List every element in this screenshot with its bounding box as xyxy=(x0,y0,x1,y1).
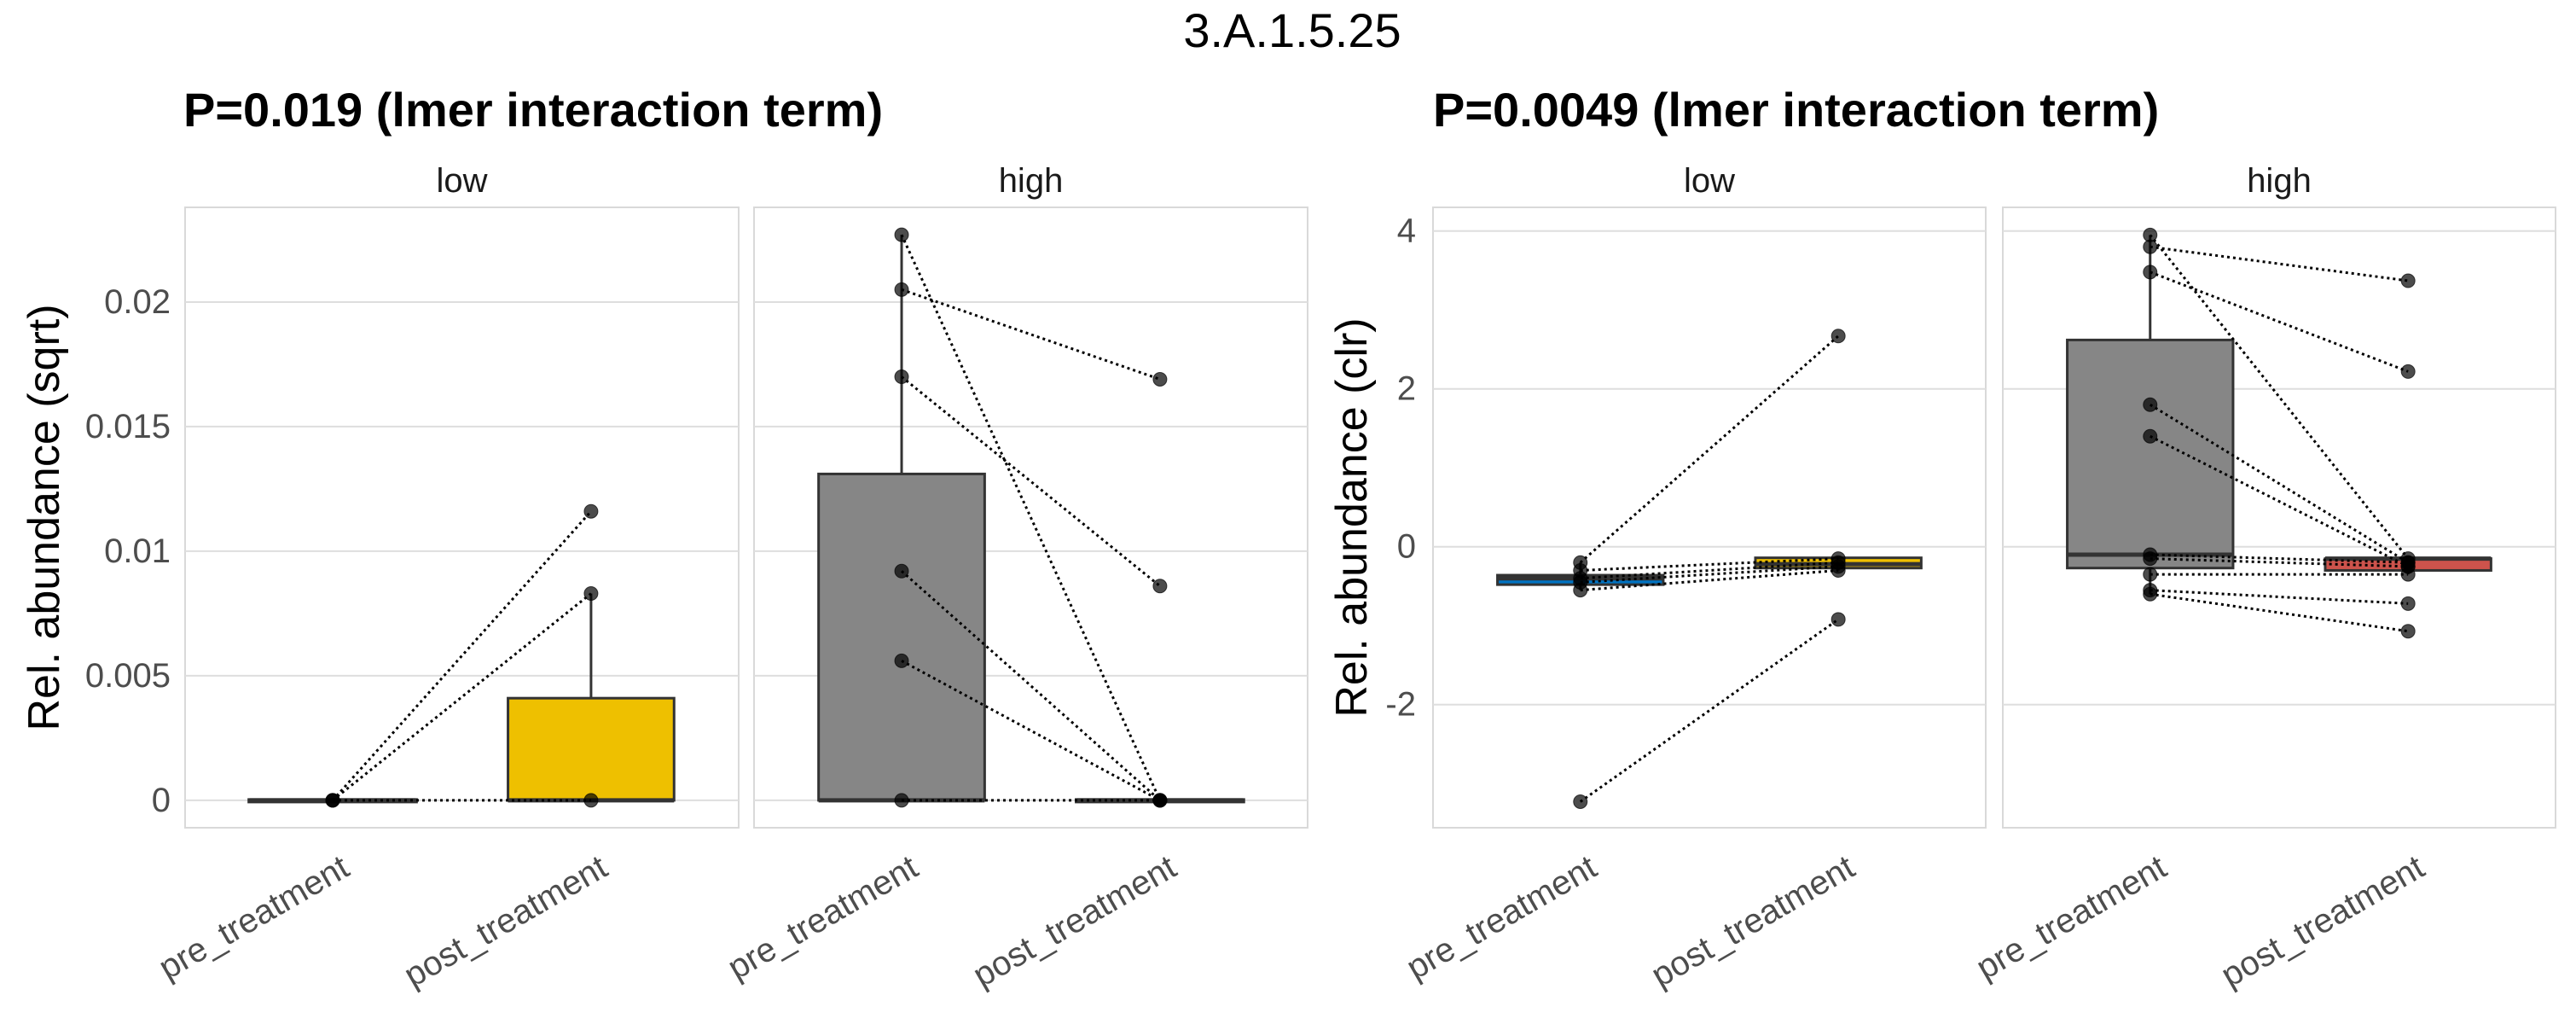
facet-low: low pre_treatment post_treatment xyxy=(1401,162,1987,995)
data-point-pre xyxy=(2143,586,2158,602)
plot-title: P=0.0049 (lmer interaction term) xyxy=(1433,83,2159,137)
data-point-post xyxy=(583,586,599,602)
paired-line xyxy=(1580,557,1839,572)
paired-line xyxy=(2150,271,2409,373)
y-tick-label: 0.02 xyxy=(104,283,171,321)
y-axis-label: Rel. abundance (clr) xyxy=(1327,317,1377,717)
y-tick-label: 0 xyxy=(1397,528,1416,566)
data-point-pre xyxy=(2143,428,2158,444)
x-tick-label: pre_treatment xyxy=(1970,848,2173,987)
data-point-pre xyxy=(894,793,909,808)
paired-line xyxy=(900,234,1162,801)
data-point-pre xyxy=(2143,551,2158,567)
facet-strip-label: high xyxy=(999,162,1064,200)
data-point-post xyxy=(583,793,599,808)
data-point-post xyxy=(583,503,599,519)
data-point-pre xyxy=(894,369,909,385)
y-tick-label: 0 xyxy=(152,782,171,819)
data-point-post xyxy=(1830,329,1846,344)
paired-line xyxy=(2149,403,2409,564)
y-tick-label: 0.005 xyxy=(85,657,171,695)
paired-line xyxy=(2150,589,2409,605)
data-point-pre xyxy=(2143,567,2158,582)
data-point-post xyxy=(2400,624,2416,639)
plots: P=0.019 (lmer interaction term) Rel. abun… xyxy=(20,83,2556,994)
data-point-pre xyxy=(325,793,340,808)
data-point-post xyxy=(1152,793,1168,808)
facet-strip-label: high xyxy=(2247,162,2312,200)
data-point-pre xyxy=(894,563,909,579)
facet-high: high pre_treatment post_treatment xyxy=(1970,162,2556,994)
data-point-post xyxy=(2400,596,2416,611)
x-tick-label: post_treatment xyxy=(2215,848,2431,995)
x-tick-label: pre_treatment xyxy=(1401,848,1604,987)
box-pre_treatment xyxy=(2066,338,2235,570)
data-point-pre xyxy=(1573,794,1588,809)
data-point-pre xyxy=(2143,397,2158,412)
data-point-post xyxy=(1152,371,1168,387)
paired-line xyxy=(1579,618,1840,803)
paired-line xyxy=(901,570,1161,802)
facet-high: high pre_treatment post_treatment xyxy=(722,162,1308,994)
data-point-pre xyxy=(2143,265,2158,280)
x-tick-label: post_treatment xyxy=(1645,848,1861,995)
data-point-pre xyxy=(894,653,909,668)
figure-title: 3.A.1.5.25 xyxy=(1183,3,1401,57)
y-axis-label: Rel. abundance (sqrt) xyxy=(20,304,69,730)
paired-line xyxy=(331,510,593,801)
facet-strip-label: low xyxy=(436,162,487,200)
x-tick-label: post_treatment xyxy=(397,848,613,995)
paired-line xyxy=(1580,568,1839,592)
paired-line xyxy=(332,592,592,802)
paired-line xyxy=(901,375,1161,587)
paired-line xyxy=(2150,553,2409,564)
paired-line xyxy=(2150,557,2409,568)
plot-1: P=0.019 (lmer interaction term) Rel. abun… xyxy=(20,83,1308,994)
box-post_treatment xyxy=(507,696,676,802)
paired-line xyxy=(1580,561,1839,580)
y-tick-label: 4 xyxy=(1397,212,1416,250)
paired-line xyxy=(2150,592,2409,633)
data-point-pre xyxy=(894,282,909,297)
data-point-post xyxy=(2400,567,2416,582)
y-tick-label: 0.015 xyxy=(85,408,171,445)
plot-title: P=0.019 (lmer interaction term) xyxy=(183,83,883,137)
x-tick-label: pre_treatment xyxy=(153,848,356,987)
data-point-post xyxy=(2400,364,2416,379)
y-tick-label: 0.01 xyxy=(104,532,171,570)
box-pre_treatment xyxy=(817,472,986,802)
facet-strip-label: low xyxy=(1684,162,1735,200)
paired-line xyxy=(1580,565,1839,584)
data-point-post xyxy=(1830,612,1846,627)
paired-line xyxy=(901,660,1161,802)
paired-line xyxy=(901,288,1161,381)
x-tick-label: post_treatment xyxy=(966,848,1182,995)
data-point-pre xyxy=(2143,239,2158,254)
data-point-post xyxy=(1830,562,1846,578)
plot-2: P=0.0049 (lmer interaction term) Rel. abu… xyxy=(1327,83,2556,994)
data-point-pre xyxy=(1573,583,1588,598)
y-tick-label: -2 xyxy=(1385,686,1416,724)
data-point-pre xyxy=(894,227,909,242)
facet-low: low pre_treatment post_treatment xyxy=(153,162,740,995)
paired-line xyxy=(2150,245,2409,282)
x-tick-label: pre_treatment xyxy=(722,848,925,987)
data-point-post xyxy=(2400,273,2416,288)
paired-line xyxy=(2150,434,2409,568)
y-tick-label: 2 xyxy=(1397,370,1416,408)
panel-border xyxy=(1432,207,1987,829)
data-point-post xyxy=(1152,579,1168,594)
